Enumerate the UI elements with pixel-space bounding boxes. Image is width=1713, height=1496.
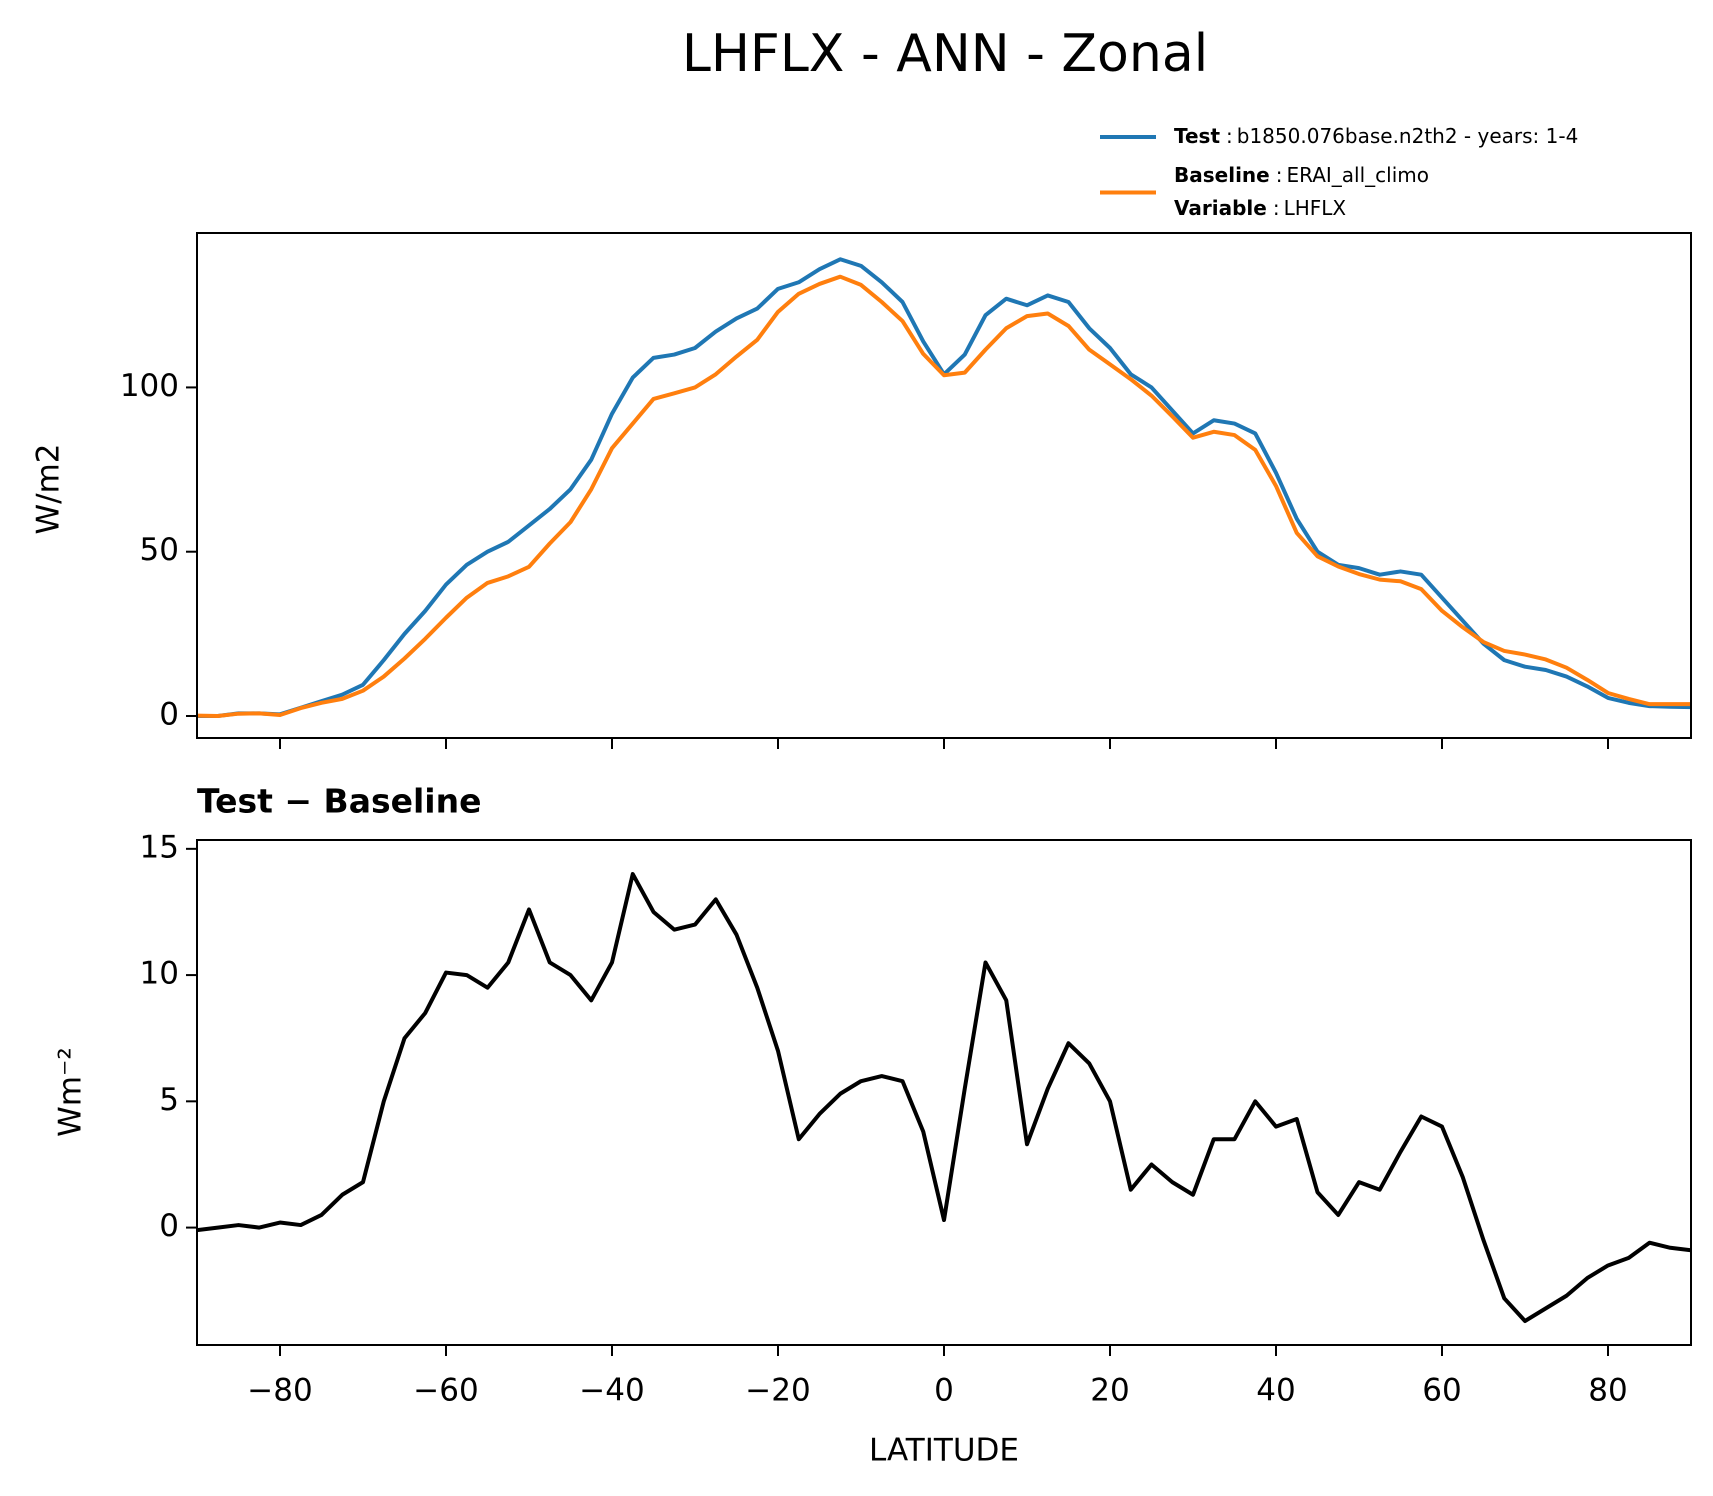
y-tick-label: 0	[159, 696, 179, 732]
x-tick-label: 80	[1588, 1373, 1627, 1409]
legend-separator: :	[1273, 196, 1280, 220]
legend-name: Variable	[1174, 196, 1267, 220]
data-line	[197, 872, 1691, 1324]
subplot-title: Test − Baseline	[197, 782, 482, 821]
y-tick-label: 15	[140, 829, 179, 865]
y-axis-label: W/m2	[31, 443, 67, 534]
legend-text: b1850.076base.n2th2 - years: 1-4	[1237, 124, 1579, 148]
legend-text: ERAI_all_climo	[1286, 163, 1429, 187]
legend-name: Baseline	[1174, 163, 1270, 187]
data-line	[197, 274, 1691, 718]
x-tick-label: 0	[934, 1373, 954, 1409]
x-tick-label: 20	[1090, 1373, 1129, 1409]
y-axis-label: Wm⁻²	[53, 1047, 89, 1137]
legend-variable: Variable: LHFLX	[1174, 196, 1346, 220]
y-tick-label: 0	[159, 1208, 179, 1244]
legend-name: Test	[1174, 124, 1220, 148]
plot-area	[197, 257, 1691, 718]
x-tick-label: 60	[1422, 1373, 1461, 1409]
figure-title: LHFLX - ANN - Zonal	[682, 24, 1208, 84]
y-tick-label: 50	[140, 532, 179, 568]
legend-separator: :	[1226, 124, 1233, 148]
y-tick-label: 100	[120, 368, 179, 404]
x-tick-label: −60	[413, 1373, 478, 1409]
x-tick-label: −40	[579, 1373, 644, 1409]
y-tick-label: 10	[140, 956, 179, 992]
x-tick-label: −20	[745, 1373, 810, 1409]
x-axis-label: LATITUDE	[869, 1433, 1019, 1469]
y-tick-label: 5	[159, 1082, 179, 1118]
legend-entry: Test: b1850.076base.n2th2 - years: 1-4	[1174, 124, 1578, 148]
x-tick-label: 40	[1256, 1373, 1295, 1409]
x-tick-label: −80	[247, 1373, 312, 1409]
legend-text: LHFLX	[1284, 196, 1347, 220]
plot-area	[197, 872, 1691, 1324]
legend-separator: :	[1276, 163, 1283, 187]
legend-entry: Baseline: ERAI_all_climo	[1174, 163, 1429, 187]
